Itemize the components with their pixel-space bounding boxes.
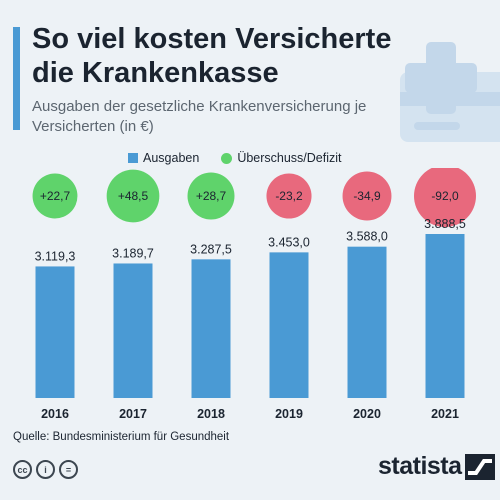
bar-chart: +22,7 3.119,3 2016 +48,5 3.189,7 2017 +28,7 3.2… <box>32 168 476 421</box>
bar-value-label: 3.453,0 <box>268 235 310 249</box>
bar <box>425 234 465 398</box>
legend-label-saldo: Überschuss/Defizit <box>237 151 342 165</box>
bar-value-label: 3.119,3 <box>35 249 76 263</box>
x-tick-label: 2021 <box>431 407 459 421</box>
legend-bubble-swatch <box>221 152 233 164</box>
bar-value-label: 3.189,7 <box>112 246 154 260</box>
saldo-bubble <box>32 173 78 219</box>
bar <box>269 252 309 398</box>
bar-value-label: 3.588,0 <box>346 230 388 244</box>
saldo-label: +28,7 <box>196 189 227 203</box>
statista-logo-icon <box>464 453 495 480</box>
page-title: So viel kosten Versicherte die Krankenka… <box>32 23 392 89</box>
chart-legend: Ausgaben Überschuss/Defizit <box>128 150 342 166</box>
saldo-bubble <box>187 172 235 220</box>
page-subtitle: Ausgaben der gesetzliche Krankenversiche… <box>32 98 367 135</box>
creative-commons-icon[interactable]: cc <box>13 460 32 479</box>
bar <box>347 246 387 398</box>
bar-value-label: 3.888,5 <box>424 217 466 231</box>
saldo-bubble <box>266 173 312 219</box>
bar <box>35 266 75 398</box>
x-tick-label: 2018 <box>197 407 225 421</box>
title-accent-bar <box>13 27 20 130</box>
x-tick-label: 2019 <box>275 407 303 421</box>
insurance-card-icon <box>400 42 500 142</box>
saldo-label: +48,5 <box>118 189 149 203</box>
attribution-icon[interactable]: i <box>36 460 55 479</box>
saldo-label: -92,0 <box>431 189 459 203</box>
saldo-label: -23,2 <box>275 189 303 203</box>
bar <box>113 263 153 398</box>
legend-bar-swatch <box>128 153 138 163</box>
saldo-bubble <box>106 169 160 223</box>
saldo-label: +22,7 <box>40 189 71 203</box>
statista-logo[interactable]: statista <box>378 452 495 481</box>
no-derivatives-icon[interactable]: = <box>59 460 78 479</box>
bar <box>191 259 231 398</box>
legend-label-ausgaben: Ausgaben <box>143 151 200 165</box>
statista-wordmark: statista <box>378 452 462 480</box>
saldo-bubble <box>342 171 392 221</box>
saldo-label: -34,9 <box>353 189 381 203</box>
license-icons: cc i = <box>13 460 78 479</box>
x-tick-label: 2017 <box>119 407 147 421</box>
source-note: Quelle: Bundesministerium für Gesundheit <box>13 431 230 443</box>
bar-value-label: 3.287,5 <box>190 242 232 256</box>
saldo-bubble <box>414 168 476 227</box>
x-tick-label: 2020 <box>353 407 381 421</box>
x-tick-label: 2016 <box>41 407 69 421</box>
